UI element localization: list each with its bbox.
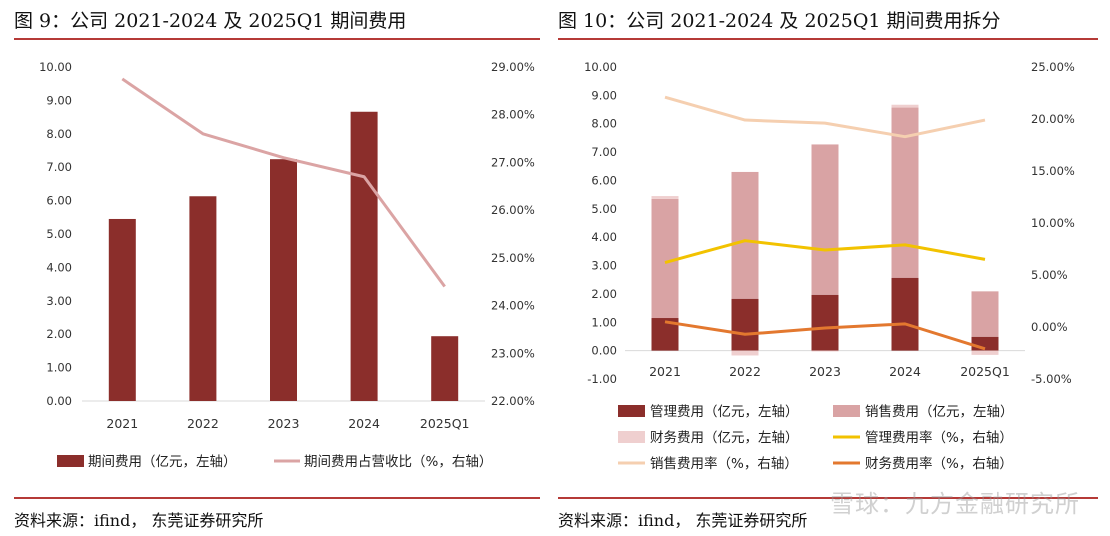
left-y-tick: 3.00 bbox=[46, 294, 72, 308]
x-tick-label: 2025Q1 bbox=[420, 416, 470, 431]
legend-label-5: 财务费用率（%，右轴） bbox=[865, 455, 1013, 472]
bar-expense-2023 bbox=[270, 159, 297, 401]
x-tick-label: 2024 bbox=[348, 416, 380, 431]
left-y-tick: 6.00 bbox=[46, 194, 72, 208]
left-title-rule bbox=[14, 38, 540, 40]
left-y-tick: 7.00 bbox=[591, 145, 617, 159]
left-chart: 0.00 1.00 2.00 3.00 4.00 5.00 6.00 7.00 8.00 9.00… bbox=[39, 60, 535, 470]
x-tick-label: 2025Q1 bbox=[960, 364, 1010, 379]
left-y-tick: 1.00 bbox=[591, 315, 617, 329]
x-tick-label: 2023 bbox=[268, 416, 300, 431]
left-y-tick: 8.00 bbox=[46, 127, 72, 141]
legend-label-1: 销售费用（亿元，左轴） bbox=[865, 404, 1014, 420]
x-tick-label: 2023 bbox=[809, 364, 841, 379]
right-chart: -1.00 0.00 1.00 2.00 3.00 4.00 5.00 6.00 7.00 8.0… bbox=[584, 60, 1075, 472]
right-y-tick: 22.00% bbox=[491, 394, 535, 408]
right-y-tick: 25.00% bbox=[491, 251, 535, 265]
bar-sales-2022 bbox=[731, 171, 759, 299]
bar-finance-2024 bbox=[891, 104, 919, 108]
right-y-tick: 25.00% bbox=[1031, 60, 1075, 74]
line-销售费用率（%，右轴） bbox=[664, 95, 986, 139]
right-y-tick: 29.00% bbox=[491, 60, 535, 74]
left-y-tick: 9.00 bbox=[46, 93, 72, 107]
right-y-tick: 26.00% bbox=[491, 203, 535, 217]
legend-label-3: 管理费用率（%，右轴） bbox=[865, 429, 1013, 446]
legend-swatch-0 bbox=[618, 405, 645, 417]
bar-sales-2024 bbox=[891, 107, 919, 278]
right-y-tick: 10.00% bbox=[1031, 216, 1075, 230]
left-y-tick: 7.00 bbox=[46, 160, 72, 174]
legend-label-expense: 期间费用（亿元，左轴） bbox=[88, 454, 237, 470]
legend-label-0: 管理费用（亿元，左轴） bbox=[650, 404, 799, 420]
x-tick-label: 2022 bbox=[729, 364, 761, 379]
left-chart-title: 图 9：公司 2021-2024 及 2025Q1 期间费用 bbox=[14, 10, 407, 32]
legend-swatch-1 bbox=[833, 405, 860, 417]
bar-expense-2024 bbox=[350, 111, 378, 402]
left-y-tick: 1.00 bbox=[46, 361, 72, 375]
left-y-tick: 3.00 bbox=[591, 259, 617, 273]
left-y-tick: 4.00 bbox=[46, 260, 72, 274]
left-y-tick: 10.00 bbox=[39, 60, 72, 74]
right-y-tick: -5.00% bbox=[1031, 372, 1072, 386]
left-y-tick: 2.00 bbox=[46, 327, 72, 341]
x-tick-label: 2021 bbox=[106, 416, 138, 431]
line-管理费用率（%，右轴） bbox=[664, 239, 986, 264]
left-y-tick: 5.00 bbox=[46, 227, 72, 241]
legend-swatch-expense bbox=[57, 455, 84, 467]
watermark: 雪球：九方金融研究所 bbox=[830, 490, 1080, 518]
bar-expense-2025Q1 bbox=[431, 336, 459, 401]
right-source-note: 资料来源：ifind， 东莞证券研究所 bbox=[558, 511, 808, 530]
left-y-tick: 10.00 bbox=[584, 60, 617, 74]
left-y-tick: 6.00 bbox=[591, 173, 617, 187]
right-footer-rule bbox=[558, 497, 1098, 499]
bar-finance-2022 bbox=[731, 350, 759, 356]
x-tick-label: 2022 bbox=[187, 416, 219, 431]
bar-admin-2022 bbox=[731, 298, 759, 351]
bar-sales-2021 bbox=[651, 198, 679, 319]
bar-sales-2025Q1 bbox=[971, 291, 999, 337]
legend-label-4: 销售费用率（%，右轴） bbox=[650, 455, 798, 472]
x-tick-label: 2021 bbox=[649, 364, 681, 379]
left-y-tick: -1.00 bbox=[587, 372, 617, 386]
left-y-tick: 5.00 bbox=[591, 202, 617, 216]
left-y-tick: 0.00 bbox=[591, 344, 617, 358]
line-财务费用率（%，右轴） bbox=[664, 320, 986, 351]
right-title-rule bbox=[558, 38, 1098, 40]
bar-finance-2025Q1 bbox=[971, 350, 999, 355]
bar-expense-2022 bbox=[189, 196, 217, 401]
x-tick-label: 2024 bbox=[889, 364, 921, 379]
left-y-tick: 9.00 bbox=[591, 88, 617, 102]
left-source-note: 资料来源：ifind， 东莞证券研究所 bbox=[14, 511, 264, 530]
right-y-tick: 23.00% bbox=[491, 346, 535, 360]
bar-finance-2023 bbox=[811, 350, 839, 352]
line-expense-ratio bbox=[121, 77, 446, 288]
right-y-tick: 28.00% bbox=[491, 108, 535, 122]
legend-label-ratio: 期间费用占营收比（%，右轴） bbox=[304, 454, 492, 470]
right-y-tick: 24.00% bbox=[491, 299, 535, 313]
bar-expense-2021 bbox=[108, 218, 136, 401]
right-y-tick: 27.00% bbox=[491, 155, 535, 169]
bar-admin-2023 bbox=[811, 294, 839, 351]
bar-admin-2024 bbox=[891, 277, 919, 351]
left-y-tick: 2.00 bbox=[591, 287, 617, 301]
legend-swatch-2 bbox=[618, 431, 645, 443]
bar-sales-2023 bbox=[811, 144, 839, 295]
bar-finance-2021 bbox=[651, 196, 679, 199]
legend-label-2: 财务费用（亿元，左轴） bbox=[650, 430, 799, 446]
right-y-tick: 5.00% bbox=[1031, 268, 1068, 282]
right-y-tick: 15.00% bbox=[1031, 164, 1075, 178]
left-y-tick: 0.00 bbox=[46, 394, 72, 408]
left-footer-rule bbox=[14, 497, 540, 499]
right-chart-title: 图 10：公司 2021-2024 及 2025Q1 期间费用拆分 bbox=[558, 10, 1001, 32]
left-y-tick: 4.00 bbox=[591, 230, 617, 244]
left-y-tick: 8.00 bbox=[591, 117, 617, 131]
right-y-tick: 0.00% bbox=[1031, 320, 1068, 334]
right-y-tick: 20.00% bbox=[1031, 112, 1075, 126]
